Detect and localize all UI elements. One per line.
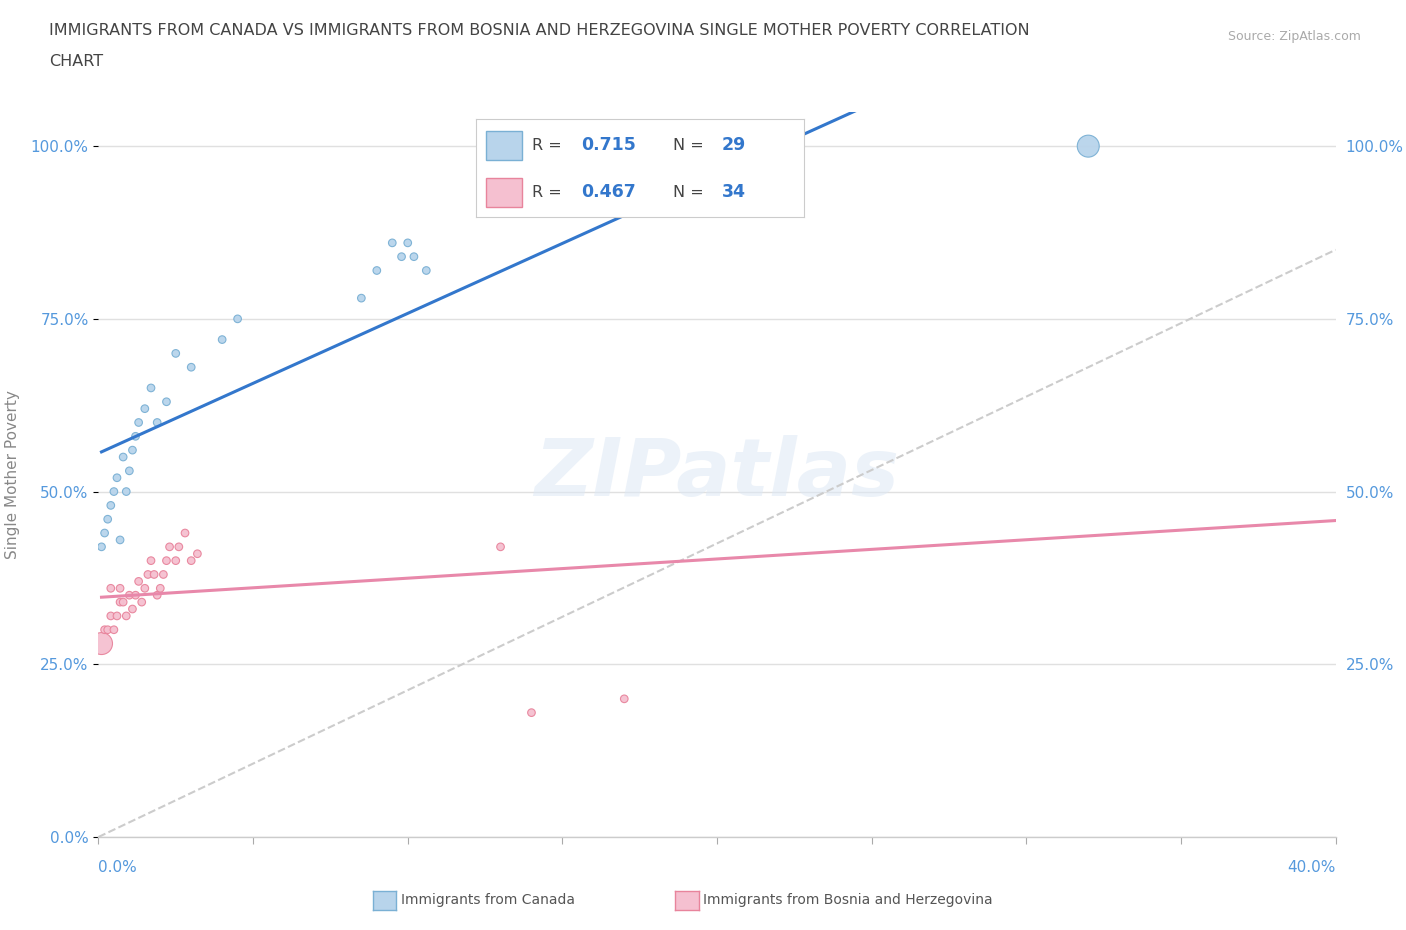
Point bbox=[124, 588, 146, 603]
Point bbox=[381, 235, 404, 250]
Point bbox=[1386, 436, 1406, 451]
Point bbox=[100, 581, 122, 596]
Point bbox=[350, 291, 373, 306]
Point bbox=[152, 567, 174, 582]
Point bbox=[93, 622, 115, 637]
Point bbox=[391, 249, 413, 264]
Point bbox=[128, 574, 150, 589]
Point bbox=[226, 312, 249, 326]
Point bbox=[174, 525, 197, 540]
Text: 0.0%: 0.0% bbox=[98, 860, 138, 875]
Point bbox=[112, 449, 135, 464]
Point bbox=[155, 394, 177, 409]
Text: Immigrants from Bosnia and Herzegovina: Immigrants from Bosnia and Herzegovina bbox=[703, 893, 993, 908]
Point bbox=[121, 602, 143, 617]
Point bbox=[415, 263, 437, 278]
Point bbox=[97, 622, 120, 637]
Point bbox=[118, 463, 141, 478]
Point bbox=[103, 622, 125, 637]
Point bbox=[139, 553, 162, 568]
Point bbox=[100, 608, 122, 623]
Y-axis label: Single Mother Poverty: Single Mother Poverty bbox=[4, 390, 20, 559]
Point bbox=[134, 401, 156, 416]
Point bbox=[613, 691, 636, 706]
Point bbox=[366, 263, 388, 278]
Point bbox=[159, 539, 181, 554]
Point bbox=[105, 471, 128, 485]
Point bbox=[211, 332, 233, 347]
Point bbox=[134, 581, 156, 596]
Point bbox=[165, 346, 187, 361]
Point bbox=[167, 539, 190, 554]
Point bbox=[155, 553, 177, 568]
Text: Immigrants from Canada: Immigrants from Canada bbox=[401, 893, 575, 908]
Point bbox=[97, 512, 120, 526]
Point bbox=[90, 636, 112, 651]
Point bbox=[105, 608, 128, 623]
Point bbox=[115, 485, 138, 499]
Point bbox=[90, 539, 112, 554]
Point bbox=[118, 588, 141, 603]
Point bbox=[180, 360, 202, 375]
Point bbox=[128, 415, 150, 430]
Text: IMMIGRANTS FROM CANADA VS IMMIGRANTS FROM BOSNIA AND HERZEGOVINA SINGLE MOTHER P: IMMIGRANTS FROM CANADA VS IMMIGRANTS FRO… bbox=[49, 23, 1029, 38]
Point bbox=[143, 567, 166, 582]
Point bbox=[115, 608, 138, 623]
Point bbox=[1077, 139, 1099, 153]
Point bbox=[186, 546, 208, 561]
Point bbox=[165, 553, 187, 568]
Text: Source: ZipAtlas.com: Source: ZipAtlas.com bbox=[1227, 30, 1361, 43]
Point bbox=[131, 594, 153, 609]
Point bbox=[136, 567, 159, 582]
Point bbox=[112, 594, 135, 609]
Point bbox=[149, 581, 172, 596]
Point bbox=[146, 415, 169, 430]
Point bbox=[139, 380, 162, 395]
Point bbox=[124, 429, 146, 444]
Point bbox=[93, 525, 115, 540]
Point bbox=[402, 249, 425, 264]
Point bbox=[100, 498, 122, 512]
Point bbox=[146, 588, 169, 603]
Point bbox=[520, 705, 543, 720]
Point bbox=[108, 533, 131, 548]
Point bbox=[489, 539, 512, 554]
Point bbox=[103, 485, 125, 499]
Point bbox=[108, 594, 131, 609]
Text: 40.0%: 40.0% bbox=[1288, 860, 1336, 875]
Point bbox=[121, 443, 143, 458]
Point bbox=[108, 581, 131, 596]
Text: CHART: CHART bbox=[49, 54, 103, 69]
Point bbox=[396, 235, 419, 250]
Text: ZIPatlas: ZIPatlas bbox=[534, 435, 900, 513]
Point bbox=[180, 553, 202, 568]
